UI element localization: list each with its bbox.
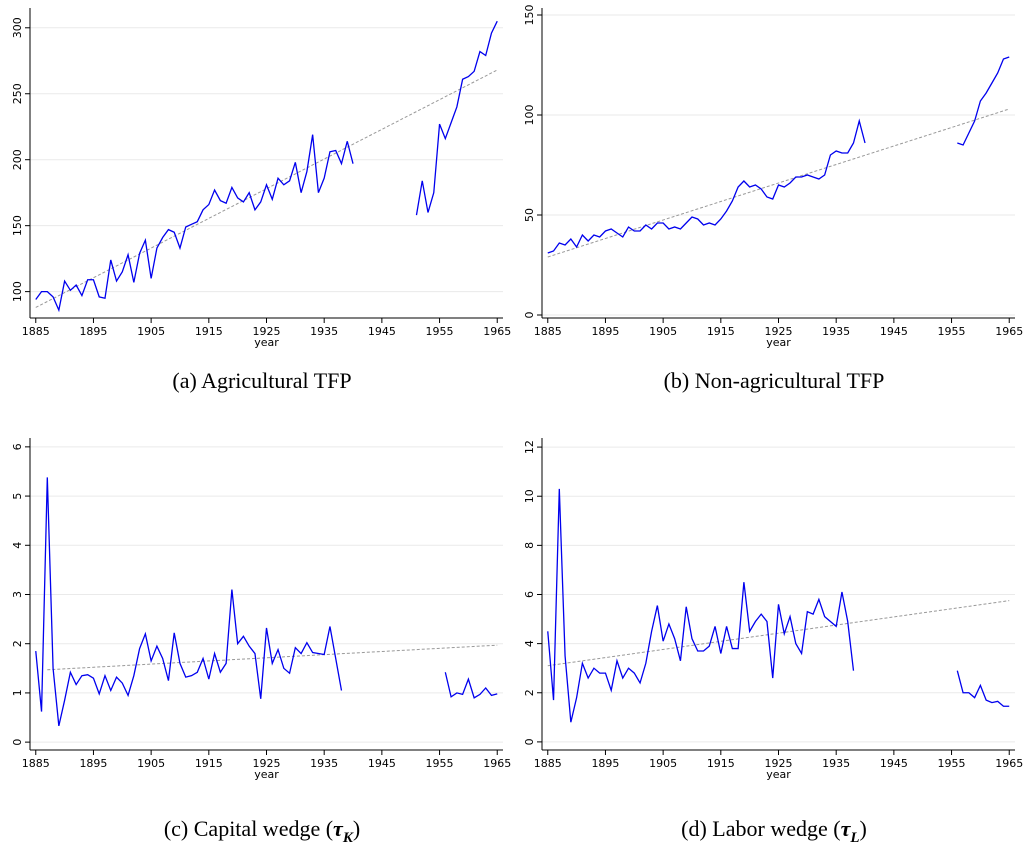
panel: 0 50 100 150 1885 1895 1905 1915 1925 1935 1945 195… — [523, 5, 1023, 394]
x-tick-label: 1885 — [22, 757, 50, 770]
series-line — [547, 488, 1010, 723]
y-tick-label: 300 — [11, 17, 24, 38]
x-tick-label: 1895 — [591, 325, 619, 338]
caption-part: ) — [860, 816, 867, 841]
x-tick-label: 1955 — [938, 325, 966, 338]
x-tick-label: 1945 — [368, 757, 396, 770]
x-tick-label: 1905 — [137, 325, 165, 338]
trend-line — [47, 644, 498, 671]
x-axis-label: year — [766, 768, 791, 781]
x-tick-label: 1895 — [79, 325, 107, 338]
x-tick-label: 1915 — [195, 757, 223, 770]
x-tick-label: 1945 — [368, 325, 396, 338]
x-tick-label: 1885 — [534, 325, 562, 338]
x-tick-label: 1965 — [483, 757, 511, 770]
x-tick-label: 1915 — [195, 325, 223, 338]
x-tick-label: 1905 — [649, 757, 677, 770]
x-tick-label: 1955 — [426, 757, 454, 770]
x-tick-label: 1895 — [79, 757, 107, 770]
series-line — [35, 477, 498, 727]
y-tick-label: 150 — [11, 215, 24, 236]
x-tick-label: 1925 — [253, 757, 281, 770]
x-axis-label: year — [254, 336, 279, 349]
caption: (d) Labor wedge (τL) — [681, 816, 867, 846]
y-tick-label: 12 — [523, 440, 536, 454]
x-tick-label: 1945 — [880, 325, 908, 338]
y-tick-label: 4 — [11, 542, 24, 549]
y-tick-label: 150 — [523, 5, 536, 26]
y-tick-label: 0 — [11, 739, 24, 746]
trend-line — [547, 600, 1010, 667]
y-tick-label: 3 — [11, 591, 24, 598]
x-tick-label: 1935 — [310, 757, 338, 770]
panel: 100 150 200 250 300 1885 1895 1905 1915 1925 1935 1… — [11, 8, 511, 393]
x-axis-label: year — [766, 336, 791, 349]
x-tick-label: 1925 — [253, 325, 281, 338]
x-tick-label: 1905 — [649, 325, 677, 338]
y-tick-label: 2 — [523, 689, 536, 696]
panel: 0 1 2 3 4 5 6 1885 1895 1905 1915 1925 1935 1945 1955 1… — [11, 438, 511, 846]
panel: 0 2 4 6 8 10 12 1885 1895 1905 1915 1925 1935 1945 195… — [523, 438, 1023, 846]
y-tick-label: 100 — [523, 105, 536, 126]
y-tick-label: 50 — [523, 208, 536, 222]
y-tick-label: 5 — [11, 493, 24, 500]
y-tick-label: 10 — [523, 489, 536, 503]
caption-part: (c) Capital wedge ( — [164, 816, 333, 841]
x-tick-label: 1935 — [822, 757, 850, 770]
x-tick-label: 1915 — [707, 325, 735, 338]
caption-part: L — [849, 830, 859, 846]
y-tick-label: 2 — [11, 640, 24, 647]
y-tick-label: 8 — [523, 542, 536, 549]
y-tick-label: 1 — [11, 689, 24, 696]
y-tick-label: 6 — [11, 443, 24, 450]
x-tick-label: 1885 — [534, 757, 562, 770]
series-line — [547, 56, 1010, 254]
x-tick-label: 1925 — [765, 325, 793, 338]
trend-line — [547, 108, 1010, 258]
y-tick-label: 200 — [11, 149, 24, 170]
y-tick-label: 100 — [11, 281, 24, 302]
trend-line — [35, 69, 498, 308]
x-axis-label: year — [254, 768, 279, 781]
y-tick-label: 4 — [523, 640, 536, 647]
caption: (b) Non-agricultural TFP — [664, 368, 885, 393]
x-tick-label: 1955 — [938, 757, 966, 770]
x-tick-label: 1905 — [137, 757, 165, 770]
caption-part: K — [342, 830, 354, 846]
x-tick-label: 1935 — [822, 325, 850, 338]
x-tick-label: 1965 — [995, 325, 1023, 338]
x-tick-label: 1885 — [22, 325, 50, 338]
caption-part: (d) Labor wedge ( — [681, 816, 840, 841]
x-tick-label: 1925 — [765, 757, 793, 770]
y-tick-label: 250 — [11, 83, 24, 104]
y-tick-label: 0 — [523, 312, 536, 319]
x-tick-label: 1935 — [310, 325, 338, 338]
y-tick-label: 0 — [523, 738, 536, 745]
caption: (c) Capital wedge (τK) — [164, 816, 360, 846]
x-tick-label: 1915 — [707, 757, 735, 770]
x-tick-label: 1965 — [995, 757, 1023, 770]
series-line — [35, 20, 498, 313]
x-tick-label: 1895 — [591, 757, 619, 770]
x-tick-label: 1945 — [880, 757, 908, 770]
caption-part: τ — [841, 816, 852, 841]
caption-part: (a) Agricultural TFP — [172, 368, 351, 393]
caption: (a) Agricultural TFP — [172, 368, 351, 393]
y-tick-label: 6 — [523, 591, 536, 598]
x-tick-label: 1965 — [483, 325, 511, 338]
caption-part: (b) Non-agricultural TFP — [664, 368, 885, 393]
caption-part: ) — [353, 816, 360, 841]
x-tick-label: 1955 — [426, 325, 454, 338]
caption-part: τ — [333, 816, 344, 841]
